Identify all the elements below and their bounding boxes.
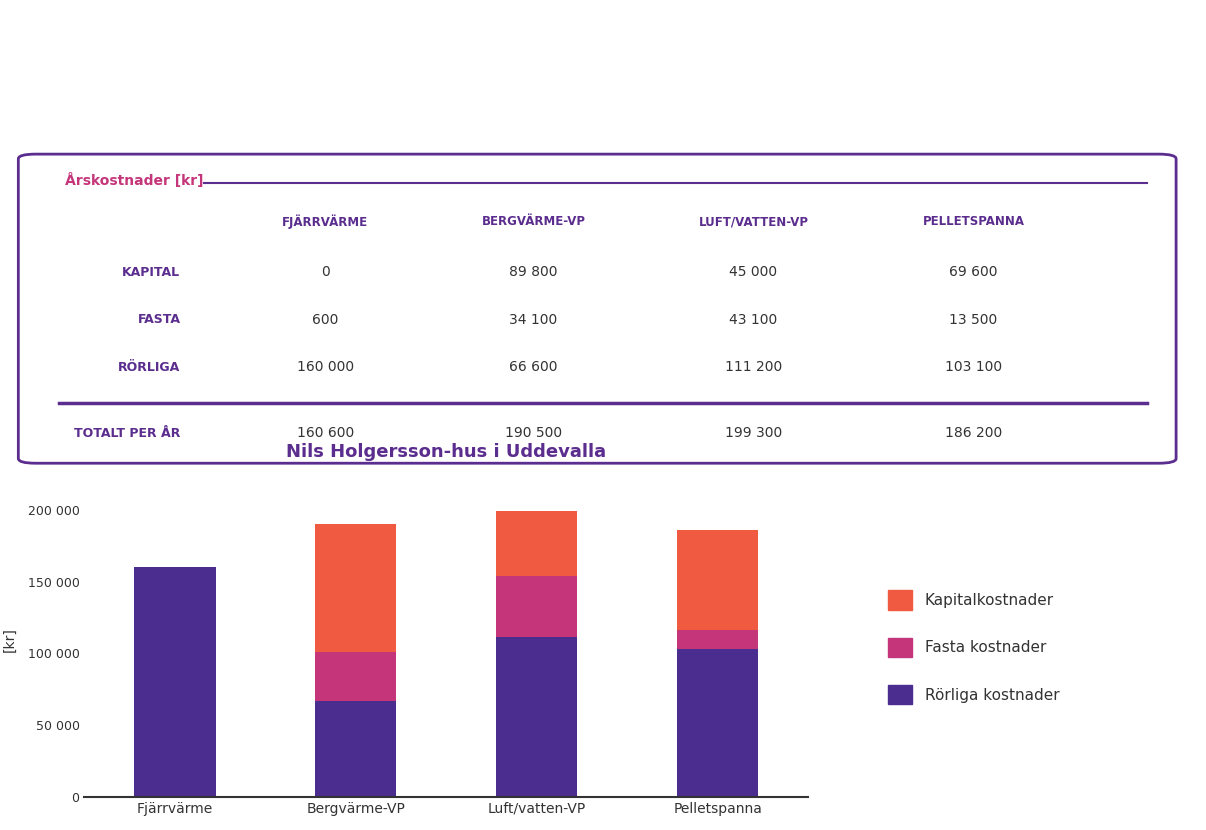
Text: 111 200: 111 200 [725, 360, 783, 374]
Text: 45 000: 45 000 [730, 266, 778, 280]
Bar [677, 649, 759, 797]
Bar [315, 524, 397, 652]
Text: 186 200: 186 200 [944, 427, 1002, 440]
Text: TOTALT PER ÅR: TOTALT PER ÅR [74, 427, 181, 440]
Bar [134, 568, 216, 797]
Text: FJÄRRVÄRME: FJÄRRVÄRME [282, 215, 368, 229]
Text: PELLETSPANNA: PELLETSPANNA [923, 216, 1024, 228]
Text: 89 800: 89 800 [509, 266, 558, 280]
Bar [496, 511, 578, 575]
Text: BERGVÄRME-VP: BERGVÄRME-VP [481, 216, 586, 228]
FancyBboxPatch shape [18, 154, 1176, 463]
Text: RÖRLIGA: RÖRLIGA [118, 360, 181, 374]
Text: Nils Holgersson-hus i Uddevalla: Nils Holgersson-hus i Uddevalla [286, 442, 607, 461]
Text: 66 600: 66 600 [509, 360, 558, 374]
Text: 160 000: 160 000 [297, 360, 353, 374]
Bar [496, 575, 578, 637]
Y-axis label: [kr]: [kr] [2, 627, 17, 652]
Text: LUFT/VATTEN-VP: LUFT/VATTEN-VP [698, 216, 808, 228]
Text: 160 600: 160 600 [297, 427, 353, 440]
Bar [134, 567, 216, 568]
Text: 13 500: 13 500 [949, 313, 997, 327]
Text: 69 600: 69 600 [949, 266, 997, 280]
Text: 190 500: 190 500 [505, 427, 562, 440]
Text: KAPITAL: KAPITAL [122, 266, 181, 279]
Bar [315, 652, 397, 701]
Text: 600: 600 [312, 313, 339, 327]
Bar [496, 637, 578, 797]
Bar [315, 701, 397, 797]
Text: 199 300: 199 300 [725, 427, 783, 440]
Text: 43 100: 43 100 [730, 313, 778, 327]
Text: 0: 0 [321, 266, 329, 280]
Text: FASTA: FASTA [137, 313, 181, 326]
Text: 34 100: 34 100 [509, 313, 557, 327]
Bar [677, 630, 759, 649]
Text: Årskostnader [kr]: Årskostnader [kr] [65, 173, 203, 188]
Legend: Kapitalkostnader, Fasta kostnader, Rörliga kostnader: Kapitalkostnader, Fasta kostnader, Rörli… [888, 590, 1059, 705]
Text: Resultat Värmeräknaren för Uddevalla: Resultat Värmeräknaren för Uddevalla [211, 54, 995, 87]
Bar [677, 530, 759, 630]
Text: 103 100: 103 100 [946, 360, 1002, 374]
